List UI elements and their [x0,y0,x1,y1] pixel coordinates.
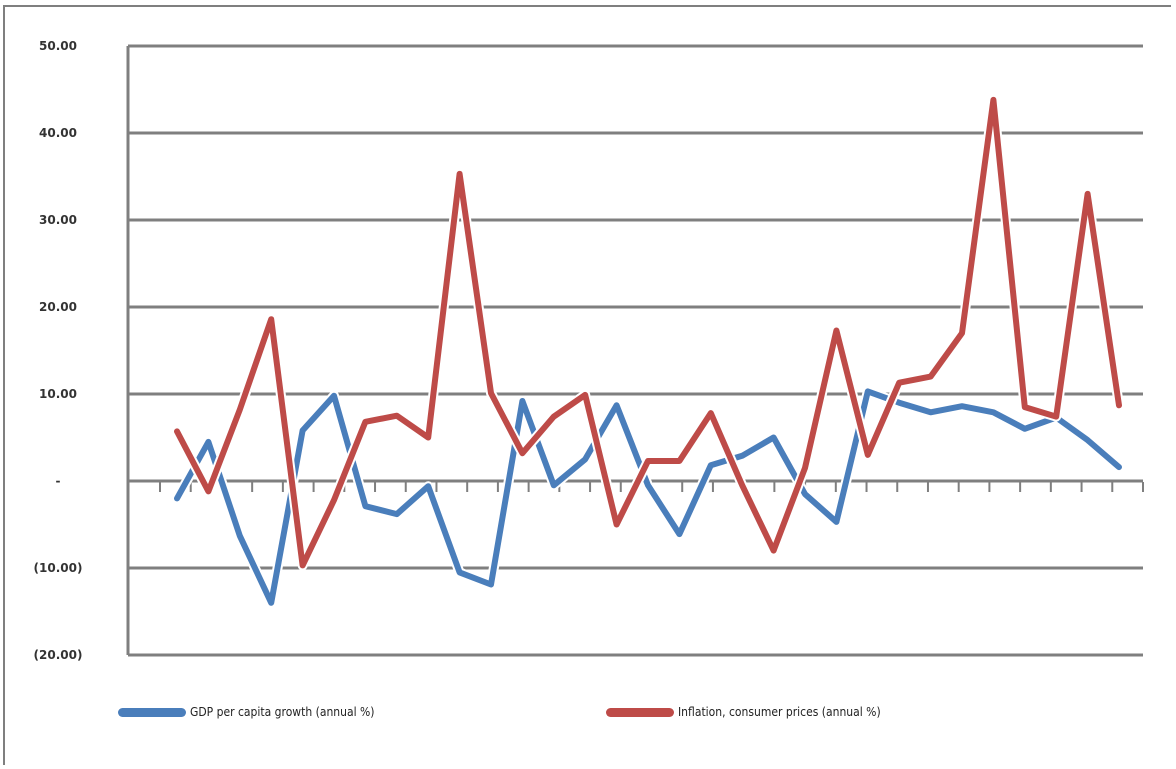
y-tick-label: 20.00 [39,300,77,314]
legend-label-gdp: GDP per capita growth (annual %) [190,705,375,719]
data-point [741,484,743,486]
y-tick-label: (10.00) [34,561,83,575]
data-point [553,416,555,418]
data-point [804,467,806,469]
data-point [678,533,680,535]
y-tick-label: 50.00 [39,39,77,53]
data-point [584,458,586,460]
series-lines [172,94,1124,608]
legend-swatch-gdp [118,707,186,717]
y-tick-label: 10.00 [39,387,77,401]
data-point [835,521,837,523]
data-point [804,493,806,495]
data-point [270,318,272,320]
data-point [239,409,241,411]
data-point [521,452,523,454]
legend-swatch-inflation [606,707,674,717]
legend-label-inflation: Inflation, consumer prices (annual %) [678,705,881,719]
data-point [773,550,775,552]
data-point [1024,428,1026,430]
data-point [1087,439,1089,441]
data-point [647,460,649,462]
data-point [521,400,523,402]
series-line-gdp [174,388,1122,606]
data-point [898,402,900,404]
data-point [176,430,178,432]
legend-item-inflation: Inflation, consumer prices (annual %) [606,705,881,719]
data-point [333,395,335,397]
data-point [396,513,398,515]
data-point [616,524,618,525]
data-point [584,394,586,396]
data-point [992,411,994,413]
data-point [898,382,900,384]
chart-frame [3,5,1171,765]
data-point [333,499,335,501]
data-point [427,485,429,487]
data-point [930,376,932,378]
data-point [930,411,932,413]
data-point [1118,466,1120,468]
data-point [553,484,555,486]
series-halo-gdp [172,386,1124,608]
data-point [867,454,869,456]
data-point [961,405,963,407]
data-point [176,497,178,499]
data-point [364,421,366,423]
data-point [678,460,680,462]
data-point [427,437,429,438]
data-point [302,430,304,431]
data-point [835,330,837,331]
data-point [459,571,461,573]
data-point [741,455,743,457]
data-point [459,173,461,175]
y-tick-label: 30.00 [39,213,77,227]
y-axis: 50.00 40.00 30.00 20.00 10.00 - (10.00) (20.00) [34,39,130,662]
y-tick-label: (20.00) [34,648,83,662]
data-point [647,484,649,486]
data-point [490,584,492,585]
data-point [773,437,775,438]
data-point [1087,193,1089,195]
data-point [302,564,304,566]
data-point [992,99,994,101]
data-point [961,332,963,334]
series-line-inflation [174,96,1122,569]
data-point [270,602,272,604]
data-point [490,392,492,394]
data-point [364,505,366,507]
y-tick-label: 40.00 [39,126,77,140]
data-point [616,404,618,406]
legend-item-gdp: GDP per capita growth (annual %) [118,705,375,719]
data-point [1118,404,1120,406]
data-point [1055,416,1057,418]
data-point [710,464,712,466]
data-point [239,535,241,537]
data-point [207,441,209,443]
series-halo-inflation [172,94,1124,571]
data-point [1024,406,1026,408]
data-point [867,390,869,392]
data-point [710,412,712,414]
data-point [207,490,209,492]
y-tick-label: - [56,474,61,488]
data-point [396,415,398,417]
